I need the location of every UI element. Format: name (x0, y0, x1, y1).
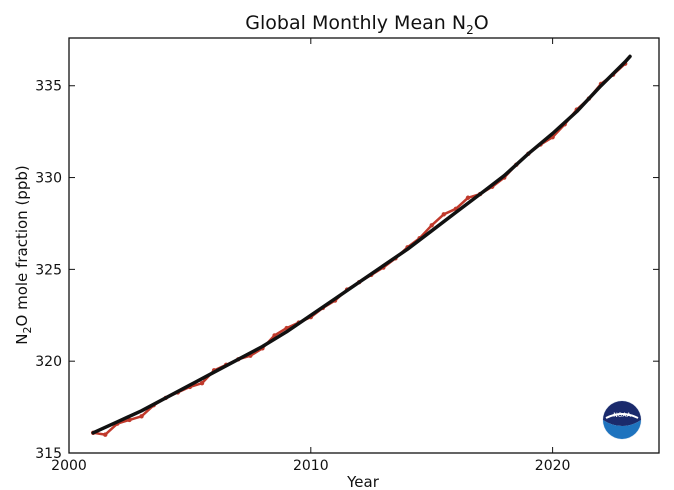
y-tick-label: 325 (35, 262, 62, 278)
chart-title: Global Monthly Mean N2O (245, 12, 488, 37)
axes: 2000 2010 2020 315 320 325 330 335 (35, 37, 660, 474)
monthly-mean-point (465, 195, 471, 200)
x-axis-label: Year (346, 473, 380, 490)
noaa-logo-text: NOAA (613, 412, 631, 419)
y-tick-label: 330 (35, 171, 62, 187)
y-axis-label: N2O mole fraction (ppb) (13, 165, 34, 344)
monthly-mean-point (127, 417, 132, 423)
x-tick-label: 2010 (293, 458, 329, 474)
monthly-mean-point (199, 381, 205, 386)
x-tick-label: 2020 (535, 458, 571, 474)
monthly-mean-point (441, 212, 446, 217)
monthly-mean-line (93, 62, 626, 436)
plot-frame (68, 37, 660, 454)
series-layer (90, 54, 632, 437)
y-tick-label: 320 (35, 354, 62, 370)
monthly-mean-point (139, 414, 144, 419)
monthly-mean-point (103, 432, 108, 437)
monthly-mean-point (429, 223, 434, 228)
y-tick-label: 335 (35, 79, 62, 95)
y-tick-label: 315 (35, 446, 62, 462)
trend-line (91, 54, 632, 435)
noaa-logo: NOAA (602, 400, 642, 440)
x-tick-label: 2000 (51, 458, 87, 474)
